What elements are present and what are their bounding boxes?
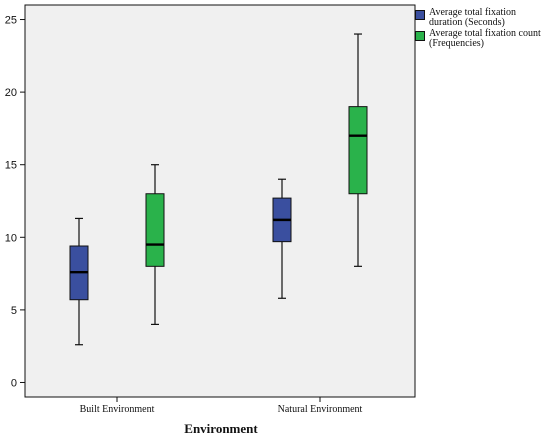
x-tick-label: Natural Environment bbox=[278, 404, 363, 415]
y-tick-label: 25 bbox=[5, 15, 17, 27]
legend-swatch-duration bbox=[415, 10, 425, 20]
legend-label-count: Average total fixation count (Frequencie… bbox=[429, 28, 541, 49]
box bbox=[145, 193, 165, 267]
legend-swatch-count bbox=[415, 31, 425, 41]
legend-label-duration: Average total fixation duration (Seconds… bbox=[429, 7, 517, 28]
plot-area bbox=[24, 4, 416, 398]
x-tick-label: Built Environment bbox=[80, 404, 155, 415]
legend: Average total fixation duration (Seconds… bbox=[415, 8, 550, 50]
y-tick-label: 20 bbox=[5, 87, 17, 99]
y-tick-label: 15 bbox=[5, 160, 17, 172]
y-tick-label: 10 bbox=[5, 232, 17, 244]
y-tick-label: 5 bbox=[11, 305, 17, 317]
box bbox=[348, 106, 368, 195]
y-tick-label: 0 bbox=[11, 377, 17, 389]
legend-item-duration: Average total fixation duration (Seconds… bbox=[415, 8, 550, 28]
legend-item-count: Average total fixation count (Frequencie… bbox=[415, 29, 550, 49]
x-axis-title: Environment bbox=[184, 421, 258, 436]
